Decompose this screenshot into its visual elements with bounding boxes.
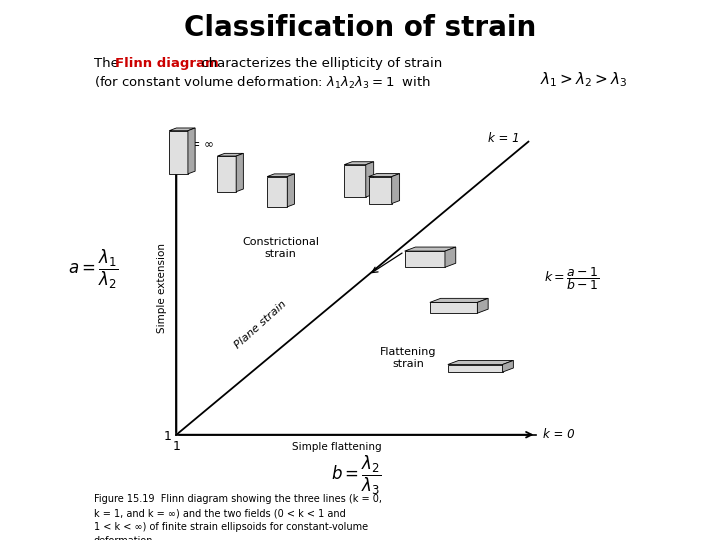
Text: Classification of strain: Classification of strain (184, 14, 536, 42)
Text: (for constant volume deformation: $\lambda_1\lambda_2\lambda_3 = 1$  with: (for constant volume deformation: $\lamb… (94, 75, 431, 91)
Text: Simple flattening: Simple flattening (292, 442, 381, 451)
Text: $a = \dfrac{\lambda_1}{\lambda_2}$: $a = \dfrac{\lambda_1}{\lambda_2}$ (68, 248, 119, 292)
Text: characterizes the ellipticity of strain: characterizes the ellipticity of strain (197, 57, 442, 70)
Text: k = 0: k = 0 (543, 428, 575, 441)
Text: Flinn diagram: Flinn diagram (115, 57, 219, 70)
Text: k = ∞: k = ∞ (181, 138, 215, 151)
Text: k = 1, and k = ∞) and the two fields (0 < k < 1 and: k = 1, and k = ∞) and the two fields (0 … (94, 508, 346, 518)
Text: Simple extension: Simple extension (157, 243, 167, 333)
Text: Plane strain: Plane strain (233, 299, 288, 350)
Text: $k = \dfrac{a-1}{b-1}$: $k = \dfrac{a-1}{b-1}$ (544, 265, 600, 292)
Text: $b = \dfrac{\lambda_2}{\lambda_3}$: $b = \dfrac{\lambda_2}{\lambda_3}$ (331, 454, 382, 497)
Text: deformation.: deformation. (94, 536, 156, 540)
Text: Flattening
strain: Flattening strain (380, 347, 436, 369)
Text: Constrictional
strain: Constrictional strain (242, 238, 319, 259)
Text: k = 1: k = 1 (488, 132, 520, 145)
Text: Figure 15.19  Flinn diagram showing the three lines (k = 0,: Figure 15.19 Flinn diagram showing the t… (94, 494, 382, 504)
Text: $\lambda_1 > \lambda_2 > \lambda_3$: $\lambda_1 > \lambda_2 > \lambda_3$ (540, 70, 628, 89)
Text: The: The (94, 57, 122, 70)
Text: 1 < k < ∞) of finite strain ellipsoids for constant-volume: 1 < k < ∞) of finite strain ellipsoids f… (94, 522, 368, 532)
